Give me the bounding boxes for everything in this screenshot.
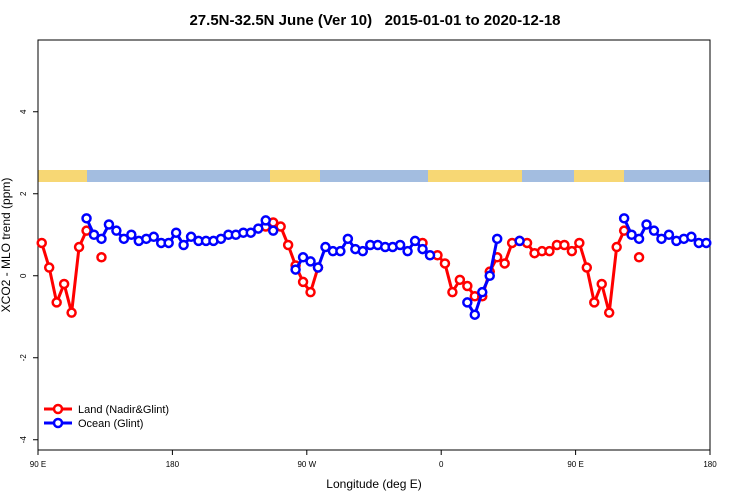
data-point: [596, 278, 607, 290]
data-point: [663, 229, 675, 240]
data-point: [103, 219, 115, 230]
data-point: [290, 264, 301, 275]
data-point: [320, 241, 331, 253]
chart-title: 27.5N-32.5N June (Ver 10) 2015-01-01 to …: [189, 12, 560, 29]
legend-marker: [52, 403, 64, 415]
x-axis-label: Longitude (deg E): [326, 477, 421, 491]
data-point: [66, 307, 77, 318]
data-point: [185, 231, 197, 243]
data-point: [633, 233, 645, 245]
data-point: [633, 252, 645, 263]
land-strip: [574, 170, 624, 182]
data-point: [81, 213, 92, 224]
x-tick-label: 180: [166, 460, 180, 469]
data-point: [51, 297, 62, 308]
data-point: [357, 245, 369, 257]
data-point: [297, 276, 309, 288]
data-point: [477, 286, 488, 298]
data-point: [648, 225, 660, 236]
y-axis-label: XCO2 - MLO trend (ppm): [0, 178, 13, 313]
data-point: [335, 245, 346, 257]
data-point: [312, 262, 324, 273]
data-point: [178, 239, 189, 251]
data-point: [215, 233, 227, 245]
data-point: [111, 225, 122, 236]
data-point: [686, 231, 697, 243]
land-strip: [38, 170, 87, 182]
data-point: [618, 213, 630, 224]
data-point: [282, 239, 294, 251]
data-point: [43, 262, 55, 273]
legend-marker: [52, 417, 64, 429]
data-point: [170, 227, 182, 238]
legend-label: Ocean (Glint): [78, 418, 143, 430]
data-point: [469, 309, 481, 320]
legend: Land (Nadir&Glint) Ocean (Glint): [44, 403, 169, 430]
data-point: [566, 245, 578, 257]
data-point: [267, 225, 279, 236]
data-point: [275, 221, 286, 232]
data-point: [514, 235, 525, 247]
x-tick-label: 90 E: [567, 460, 583, 469]
x-tick-label: 180: [703, 460, 717, 469]
data-point: [36, 237, 47, 249]
data-point: [424, 250, 436, 261]
data-point: [484, 270, 495, 281]
data-point: [462, 280, 473, 292]
data-point: [88, 229, 100, 240]
data-point: [499, 258, 510, 269]
data-point: [245, 227, 257, 238]
data-point: [491, 233, 503, 245]
data-point: [260, 215, 271, 226]
data-point: [394, 239, 406, 251]
data-point: [701, 237, 712, 249]
ocean-strip: [38, 170, 710, 182]
data-point: [641, 219, 652, 230]
data-point: [96, 233, 107, 245]
data-point: [544, 245, 555, 257]
x-tick-label: 0: [439, 460, 444, 469]
data-point: [118, 233, 130, 245]
data-point: [611, 241, 622, 253]
data-point: [574, 237, 585, 249]
data-point: [439, 258, 451, 269]
data-point: [58, 278, 70, 290]
data-point: [626, 229, 637, 240]
data-point: [656, 233, 667, 245]
data-point: [589, 297, 600, 308]
x-tick-label: 90 W: [297, 460, 316, 469]
data-point: [402, 245, 413, 257]
data-point: [342, 233, 354, 245]
land-strip: [428, 170, 522, 182]
data-point: [409, 235, 421, 247]
data-point: [148, 231, 159, 243]
data-point: [462, 297, 473, 308]
y-tick-label: -2: [19, 354, 28, 362]
data-point: [305, 286, 316, 298]
data-point: [454, 274, 466, 286]
legend-label: Land (Nadir&Glint): [78, 404, 169, 416]
data-point: [305, 256, 316, 267]
data-point: [96, 252, 107, 263]
x-tick-label: 90 E: [30, 460, 46, 469]
data-point: [163, 237, 174, 249]
data-point: [447, 286, 458, 298]
y-tick-label: -4: [19, 436, 28, 444]
land-strip: [270, 170, 320, 182]
map-strip: [38, 170, 710, 182]
y-tick-label: 4: [19, 109, 28, 114]
data-point: [253, 223, 264, 234]
data-point: [603, 307, 615, 318]
y-tick-label: 2: [19, 191, 28, 196]
data-point: [73, 241, 85, 253]
y-tick-label: 0: [19, 273, 28, 278]
data-point: [297, 252, 309, 263]
data-point: [126, 229, 137, 240]
data-point: [417, 243, 428, 255]
data-point: [581, 262, 593, 273]
data-point: [559, 239, 570, 251]
